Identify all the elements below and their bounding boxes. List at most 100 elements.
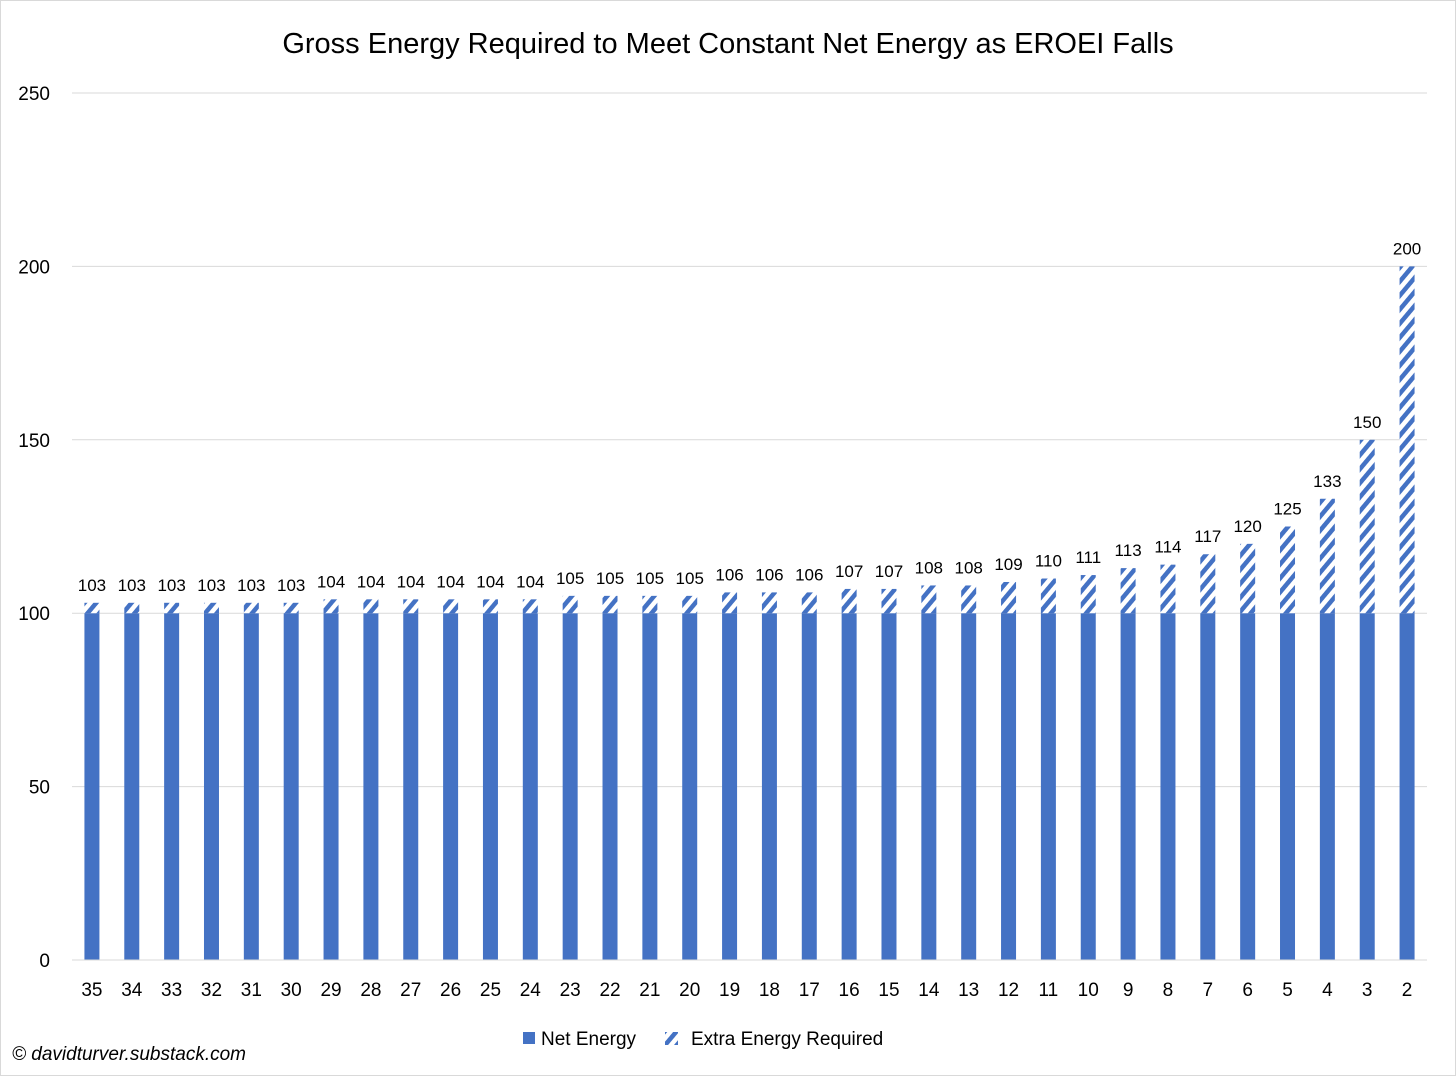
x-tick-label: 29	[320, 980, 341, 1001]
bar-extra-energy	[482, 599, 498, 614]
y-tick-label: 100	[18, 604, 50, 625]
bar-extra-energy	[403, 599, 419, 614]
data-label: 150	[1353, 413, 1381, 432]
data-label: 104	[476, 572, 504, 591]
bar-net-energy	[84, 613, 100, 960]
bar-net-energy	[1399, 613, 1415, 960]
x-tick-label: 4	[1322, 980, 1333, 1001]
data-label: 113	[1115, 541, 1142, 560]
bar-extra-energy	[602, 595, 618, 614]
data-label: 104	[436, 572, 464, 591]
bar-net-energy	[243, 613, 259, 960]
x-tick-label: 31	[241, 980, 262, 1001]
bar-net-energy	[841, 613, 857, 960]
bar-extra-energy	[1319, 498, 1335, 614]
legend-label-extra-energy: Extra Energy Required	[691, 1029, 883, 1050]
bar-extra-energy	[722, 592, 738, 614]
x-tick-label: 12	[998, 980, 1019, 1001]
data-label: 106	[795, 565, 823, 584]
bar-net-energy	[961, 613, 977, 960]
y-tick-label: 250	[18, 84, 50, 105]
chart-title: Gross Energy Required to Meet Constant N…	[282, 28, 1173, 60]
x-tick-label: 9	[1123, 980, 1134, 1001]
x-tick-label: 10	[1078, 980, 1099, 1001]
y-tick-label: 150	[18, 431, 50, 452]
bar-extra-energy	[243, 602, 259, 614]
x-tick-label: 2	[1402, 980, 1413, 1001]
bar-extra-energy	[761, 592, 777, 614]
bar-extra-energy	[1080, 575, 1096, 614]
x-tick-label: 25	[480, 980, 501, 1001]
bar-extra-energy	[1040, 578, 1056, 614]
x-tick-label: 28	[360, 980, 381, 1001]
x-tick-label: 18	[759, 980, 780, 1001]
bar-extra-energy	[682, 595, 698, 614]
bar-extra-energy	[522, 599, 538, 614]
bar-extra-energy	[84, 602, 100, 614]
bar-net-energy	[761, 613, 777, 960]
data-label: 109	[994, 555, 1022, 574]
data-label: 111	[1075, 548, 1101, 567]
data-label: 114	[1154, 538, 1181, 557]
legend: Net Energy Extra Energy Required	[523, 1029, 883, 1050]
bar-net-energy	[1359, 613, 1375, 960]
bar-net-energy	[1040, 613, 1056, 960]
legend-label-net-energy: Net Energy	[541, 1029, 637, 1050]
bar-net-energy	[203, 613, 219, 960]
bar-net-energy	[722, 613, 738, 960]
bar-net-energy	[323, 613, 339, 960]
bar-extra-energy	[1120, 568, 1136, 614]
x-tick-label: 14	[918, 980, 940, 1001]
bar-net-energy	[482, 613, 498, 960]
bar-net-energy	[1160, 613, 1176, 960]
data-label: 125	[1273, 500, 1301, 519]
x-tick-label: 5	[1282, 980, 1293, 1001]
bar-net-energy	[124, 613, 140, 960]
bar-extra-energy	[1399, 266, 1415, 614]
data-label: 107	[835, 562, 863, 581]
bar-extra-energy	[1359, 439, 1375, 614]
bar-net-energy	[1280, 613, 1296, 960]
bar-net-energy	[642, 613, 658, 960]
bar-extra-energy	[1160, 564, 1176, 614]
bar-net-energy	[283, 613, 299, 960]
data-label: 105	[556, 569, 584, 588]
data-label: 103	[197, 576, 225, 595]
bar-net-energy	[921, 613, 937, 960]
data-label: 105	[636, 569, 664, 588]
bar-net-energy	[164, 613, 180, 960]
y-tick-label: 0	[39, 951, 50, 972]
bar-extra-energy	[283, 602, 299, 614]
bar-extra-energy	[203, 602, 219, 614]
bar-net-energy	[1001, 613, 1017, 960]
bar-extra-energy	[841, 588, 857, 614]
x-tick-label: 3	[1362, 980, 1373, 1001]
data-label: 105	[596, 569, 624, 588]
x-tick-label: 15	[878, 980, 899, 1001]
legend-swatch-net-energy	[523, 1032, 535, 1044]
bar-extra-energy	[124, 602, 140, 614]
bar-extra-energy	[1001, 581, 1017, 614]
copyright-credit: © davidturver.substack.com	[12, 1044, 246, 1065]
bar-net-energy	[363, 613, 379, 960]
bar-extra-energy	[881, 588, 897, 614]
x-tick-label: 30	[281, 980, 302, 1001]
x-tick-label: 33	[161, 980, 182, 1001]
x-tick-label: 17	[799, 980, 820, 1001]
bars	[84, 266, 1415, 960]
x-tick-label: 35	[81, 980, 102, 1001]
data-label: 107	[875, 562, 903, 581]
data-label: 108	[915, 558, 943, 577]
data-label: 104	[516, 572, 544, 591]
gridlines	[72, 92, 1427, 961]
x-tick-label: 24	[520, 980, 542, 1001]
data-label: 117	[1194, 527, 1221, 546]
x-tick-label: 32	[201, 980, 222, 1001]
bar-extra-energy	[1280, 526, 1296, 614]
data-labels: 103 103 103 103 103 103 104 104 104 104 104 104 105 1…	[78, 239, 1422, 594]
bar-net-energy	[881, 613, 897, 960]
data-label: 110	[1035, 552, 1062, 571]
bar-net-energy	[801, 613, 817, 960]
bar-net-energy	[682, 613, 698, 960]
data-label: 103	[237, 576, 265, 595]
